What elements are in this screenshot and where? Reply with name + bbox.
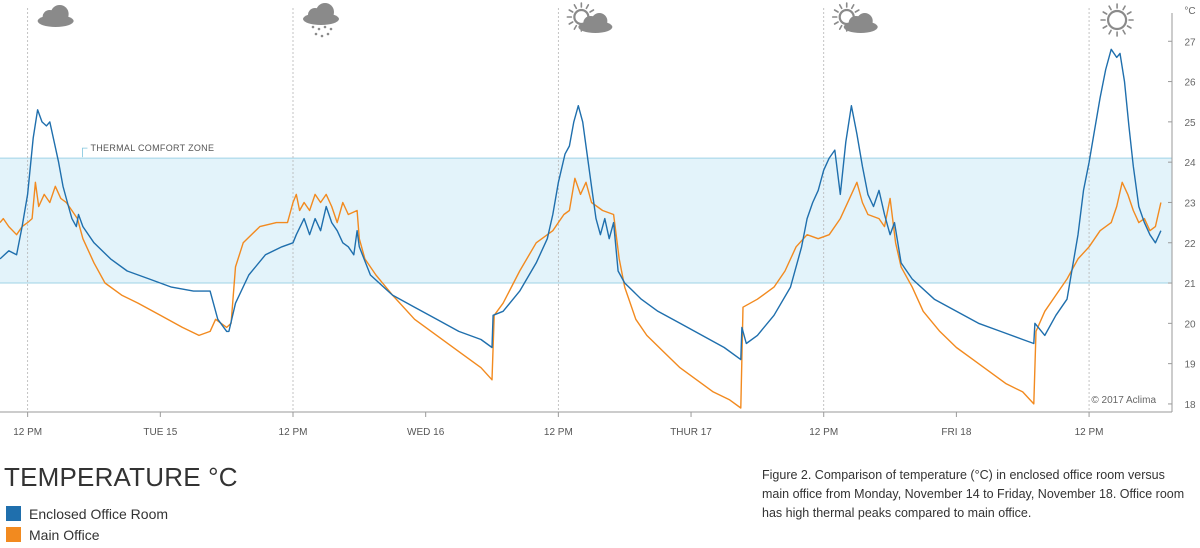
sun-ray bbox=[573, 24, 578, 30]
y-tick-label: 23 bbox=[1184, 198, 1196, 209]
rain-drop bbox=[320, 34, 324, 38]
sun-ray bbox=[1102, 11, 1108, 15]
legend: Enclosed Office Room Main Office bbox=[6, 503, 168, 545]
day-divider-lines bbox=[27, 8, 1090, 412]
y-tick-label: 22 bbox=[1184, 239, 1196, 250]
sun-ray bbox=[585, 4, 590, 10]
legend-item-enclosed: Enclosed Office Room bbox=[6, 503, 168, 524]
cloud-puff bbox=[591, 13, 608, 29]
x-tick-label: THUR 17 bbox=[670, 427, 712, 438]
x-tick-label: TUE 15 bbox=[143, 427, 177, 438]
sun-ray bbox=[1126, 11, 1132, 15]
legend-swatch-enclosed bbox=[6, 506, 21, 521]
x-tick-label: WED 16 bbox=[407, 427, 445, 438]
rain-cloud-icon bbox=[303, 3, 339, 38]
cloud-puff bbox=[50, 5, 69, 23]
cloud-icon bbox=[37, 5, 74, 27]
rain-drop bbox=[314, 32, 318, 36]
sun-ray bbox=[568, 9, 574, 13]
comfort-zone-rect bbox=[0, 158, 1172, 284]
sun-ray bbox=[838, 24, 843, 30]
y-tick-label: 27 bbox=[1184, 37, 1196, 48]
series-lines bbox=[0, 48, 1162, 409]
rain-drop bbox=[323, 25, 327, 29]
sun-ray bbox=[854, 9, 860, 13]
comfort-zone-label: THERMAL COMFORT ZONE bbox=[90, 143, 214, 153]
sun-ray bbox=[1122, 5, 1126, 11]
rain-drop bbox=[311, 25, 315, 29]
x-tick-label: 12 PM bbox=[809, 427, 838, 438]
sun-ray bbox=[833, 9, 839, 13]
legend-item-main: Main Office bbox=[6, 524, 168, 545]
x-tick-label: FRI 18 bbox=[941, 427, 971, 438]
y-tick-label: 19 bbox=[1184, 360, 1196, 371]
comfort-zone-band bbox=[0, 157, 1172, 284]
chart-labels: THERMAL COMFORT ZONE © 2017 Aclima bbox=[82, 143, 1156, 406]
comfort-zone-leader bbox=[82, 147, 88, 158]
sun-ray bbox=[1108, 5, 1112, 11]
sun-ray bbox=[568, 21, 574, 25]
sun-ray bbox=[1126, 25, 1132, 29]
x-tick-label: 12 PM bbox=[13, 427, 42, 438]
y-unit-label: °C bbox=[1184, 6, 1195, 17]
sun-ray bbox=[1122, 29, 1126, 35]
chart-title: TEMPERATURE °C bbox=[4, 462, 238, 492]
y-tick-label: 21 bbox=[1184, 279, 1196, 290]
cloud-puff bbox=[856, 13, 873, 29]
partly-sunny-icon bbox=[831, 2, 878, 33]
rain-drop bbox=[329, 27, 333, 31]
axes: 12 PM TUE 15 12 PM WED 16 12 PM THUR 17 12 PM F… bbox=[0, 6, 1196, 438]
y-tick-label: 20 bbox=[1184, 319, 1196, 330]
series-line-main-office bbox=[0, 177, 1162, 409]
y-tick-label: 18 bbox=[1184, 400, 1196, 411]
cloud-shape bbox=[37, 5, 74, 27]
sun-ray bbox=[850, 4, 855, 10]
series-line-enclosed-office bbox=[0, 48, 1162, 361]
y-tick-label: 26 bbox=[1184, 78, 1196, 89]
legend-swatch-main bbox=[6, 527, 21, 542]
rain-drop bbox=[317, 27, 321, 31]
rain-drop bbox=[326, 32, 330, 36]
sun-ray bbox=[833, 21, 839, 25]
legend-label-enclosed: Enclosed Office Room bbox=[29, 505, 169, 522]
partly-sunny-icon bbox=[566, 2, 613, 33]
sun-ray bbox=[573, 4, 578, 10]
weather-icons bbox=[37, 2, 1134, 38]
figure-caption: Figure 2. Comparison of temperature (°C)… bbox=[762, 468, 1185, 520]
sun-ray bbox=[838, 4, 843, 10]
legend-label-main: Main Office bbox=[29, 526, 100, 543]
x-tick-label: 12 PM bbox=[1075, 427, 1104, 438]
sun-ray bbox=[589, 9, 595, 13]
sun-disc bbox=[1106, 9, 1128, 31]
cloud-puff bbox=[316, 3, 334, 21]
temperature-chart: 12 PM TUE 15 12 PM WED 16 12 PM THUR 17 12 PM F… bbox=[0, 2, 1196, 438]
x-tick-label: 12 PM bbox=[279, 427, 308, 438]
x-tick-label: 12 PM bbox=[544, 427, 573, 438]
sun-ray bbox=[1108, 29, 1112, 35]
sun-shape bbox=[1100, 3, 1134, 37]
sun-ray bbox=[1102, 25, 1108, 29]
y-tick-label: 24 bbox=[1184, 158, 1196, 169]
credit-text: © 2017 Aclima bbox=[1091, 395, 1156, 406]
cloud-shape bbox=[303, 3, 339, 25]
y-tick-label: 25 bbox=[1184, 118, 1196, 129]
sun-icon bbox=[1100, 3, 1134, 37]
